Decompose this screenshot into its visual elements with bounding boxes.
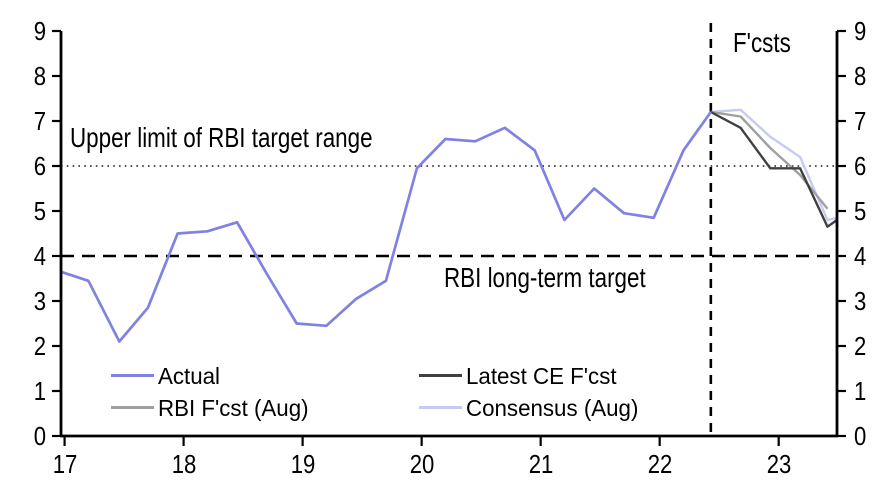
series-lines-group <box>60 108 838 343</box>
y-tick-label-left: 4 <box>33 241 46 271</box>
y-tick-label-left: 9 <box>33 16 46 46</box>
series-line-latest-ce-f-cst <box>710 110 838 228</box>
legend-label-actual: Actual <box>158 363 221 389</box>
x-tick-label: 19 <box>290 449 315 479</box>
y-tick-label-right: 9 <box>854 16 867 46</box>
legend-label-consensus: Consensus (Aug) <box>466 395 639 421</box>
x-tick-label: 23 <box>766 449 791 479</box>
y-tick-label-left: 5 <box>33 196 46 226</box>
y-tick-label-right: 5 <box>854 196 867 226</box>
y-tick-label-left: 6 <box>33 151 46 181</box>
legend-swatch-actual <box>111 374 154 377</box>
x-tick-label: 22 <box>647 449 672 479</box>
y-tick-label-left: 1 <box>33 376 46 406</box>
y-tick-label-right: 7 <box>854 106 867 136</box>
y-tick-label-right: 8 <box>854 61 867 91</box>
y-tick-label-right: 0 <box>854 421 867 451</box>
x-tick-label: 17 <box>52 449 77 479</box>
x-tick-label: 18 <box>171 449 196 479</box>
series-line-actual <box>60 111 712 343</box>
legend-swatch-latest-ce-fcst <box>419 374 462 377</box>
y-tick-label-left: 8 <box>33 61 46 91</box>
y-tick-label-right: 4 <box>854 241 867 271</box>
legend-label-latest-ce-fcst: Latest CE F'cst <box>466 363 617 389</box>
series-line-rbi-f-cst-aug <box>710 110 829 210</box>
legend-swatch-rbi-fcst <box>111 406 154 409</box>
y-tick-label-left: 2 <box>33 331 46 361</box>
axes-group <box>52 29 846 446</box>
upper-limit-annotation: Upper limit of RBI target range <box>70 122 373 153</box>
y-tick-label-right: 6 <box>854 151 867 181</box>
forecast-annotation: F'csts <box>733 27 791 58</box>
reference-lines-group <box>61 23 837 436</box>
legend-label-rbi-fcst: RBI F'cst (Aug) <box>158 395 309 421</box>
y-tick-label-left: 7 <box>33 106 46 136</box>
y-tick-label-left: 3 <box>33 286 46 316</box>
series-line-consensus-aug <box>710 108 838 222</box>
y-tick-label-left: 0 <box>33 421 46 451</box>
y-tick-label-right: 2 <box>854 331 867 361</box>
x-tick-label: 21 <box>528 449 553 479</box>
y-tick-label-right: 1 <box>854 376 867 406</box>
y-tick-label-right: 3 <box>854 286 867 316</box>
legend-swatch-consensus <box>419 406 462 409</box>
x-tick-label: 20 <box>409 449 434 479</box>
long-term-target-annotation: RBI long-term target <box>444 262 646 293</box>
